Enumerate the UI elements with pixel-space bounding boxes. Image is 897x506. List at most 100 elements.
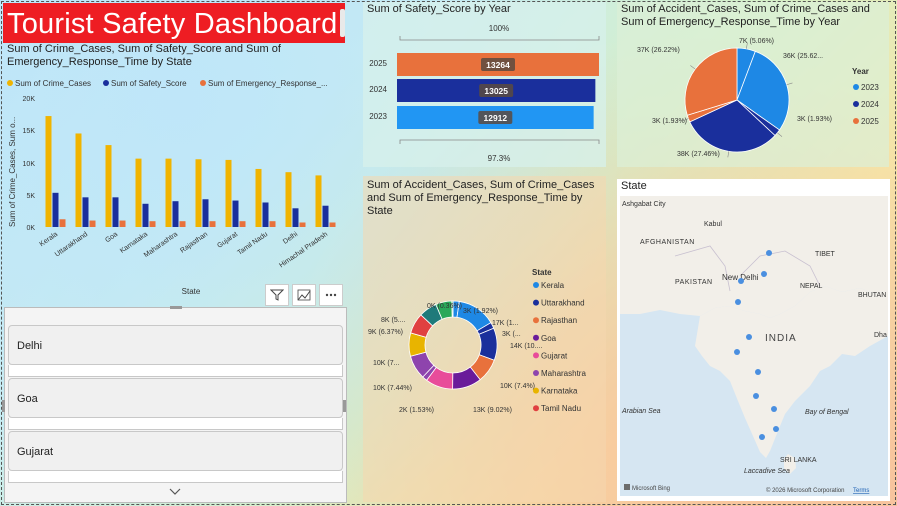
bar-chart-panel[interactable]: Sum of Crime_Cases, Sum of Safety_Score … <box>3 42 347 304</box>
pie-slice[interactable] <box>684 47 738 116</box>
map-point[interactable] <box>755 369 761 375</box>
bar-gujarat-series-1[interactable] <box>232 200 239 227</box>
bar-uttarakhand-series-1[interactable] <box>82 197 89 227</box>
safety-year-label: 2025 <box>369 59 387 68</box>
map-point[interactable] <box>734 349 740 355</box>
bar-maharashtra-series-2[interactable] <box>179 221 186 227</box>
pie-leader-line <box>682 118 689 122</box>
bar-goa-series-1[interactable] <box>112 197 119 227</box>
legend-emergency: Sum of Emergency_Response_... <box>208 79 328 88</box>
map-svg[interactable]: Ashgabat City Kabul AFGHANISTAN PAKISTAN… <box>620 196 888 496</box>
safety-top-label: 100% <box>489 24 509 33</box>
donut-slice[interactable] <box>451 300 454 318</box>
bar-rajasthan-series-2[interactable] <box>209 221 216 227</box>
donut-data-label: 14K (10.... <box>510 343 542 350</box>
more-options-icon[interactable] <box>319 284 343 306</box>
bar-himachal-pradesh-series-2[interactable] <box>329 222 336 227</box>
pie-legend-2023: 2023 <box>861 83 879 92</box>
map-label-nepal: NEPAL <box>800 283 823 290</box>
donut-data-label: 9K (6.37%) <box>368 329 403 336</box>
bar-maharashtra-series-0[interactable] <box>165 158 172 227</box>
map-bing-label: Microsoft Bing <box>632 486 670 492</box>
slicer-resize-handle-left[interactable] <box>2 400 5 412</box>
map-point[interactable] <box>773 426 779 432</box>
bar-chart-yticks: 20K 15K 10K 5K 0K <box>23 96 36 232</box>
bar-chart-xlabel: State <box>182 287 201 296</box>
focus-mode-icon[interactable] <box>292 284 316 306</box>
safety-chart-svg[interactable]: 100% 2025 13264 2024 13025 2023 12912 97.3% <box>363 16 606 167</box>
slicer-item-gujarat[interactable]: Gujarat <box>8 431 343 471</box>
map-point[interactable] <box>746 334 752 340</box>
bar-kerala-series-0[interactable] <box>45 116 52 227</box>
bar-himachal-pradesh-series-0[interactable] <box>315 175 322 227</box>
map-point[interactable] <box>766 250 772 256</box>
bar-tamil-nadu-series-1[interactable] <box>262 202 269 227</box>
bar-chart-marks[interactable] <box>45 116 336 227</box>
map-label-bhutan: BHUTAN <box>858 292 886 299</box>
bar-gujarat-series-2[interactable] <box>239 221 246 227</box>
bar-rajasthan-series-0[interactable] <box>195 159 202 227</box>
map-label-sri-lanka: SRI LANKA <box>780 457 817 464</box>
donut-legend-title: State <box>532 268 552 277</box>
accident-pie-svg[interactable]: 7K (5.06%) 36K (25.62... 3K (1.93%) 38K (27… <box>617 30 889 167</box>
donut-chart-marks[interactable] <box>408 300 498 390</box>
slicer-resize-handle[interactable] <box>170 306 182 309</box>
title-scrollbar[interactable] <box>340 9 345 37</box>
map-point[interactable] <box>771 406 777 412</box>
map-point[interactable] <box>738 278 744 284</box>
legend-dot-emergency <box>200 80 206 86</box>
bar-karnataka-series-0[interactable] <box>135 158 142 227</box>
map-points[interactable] <box>734 250 779 440</box>
safety-value-badge <box>479 84 514 97</box>
donut-chart-svg[interactable]: 3K (1.92%) 17K (1... 3K (... 14K (10.... 10K… <box>363 262 606 422</box>
map-point[interactable] <box>761 271 767 277</box>
legend-safety: Sum of Safety_Score <box>111 79 187 88</box>
bar-delhi-series-0[interactable] <box>285 172 292 227</box>
safety-value-badge <box>478 111 513 124</box>
state-slicer[interactable]: Delhi Goa Gujarat <box>2 306 347 503</box>
bar-gujarat-series-0[interactable] <box>225 159 232 227</box>
bar-uttarakhand-series-0[interactable] <box>75 133 82 227</box>
bar-rajasthan-series-1[interactable] <box>202 199 209 227</box>
accident-pie-marks[interactable] <box>684 47 790 153</box>
pie-leader-line <box>786 82 793 86</box>
slicer-item-goa[interactable]: Goa <box>8 378 343 418</box>
donut-chart-title: Sum of Accident_Cases, Sum of Crime_Case… <box>367 179 595 217</box>
bar-delhi-series-2[interactable] <box>299 222 306 227</box>
bar-himachal-pradesh-series-1[interactable] <box>322 205 329 227</box>
chevron-down-icon[interactable] <box>168 487 182 497</box>
map-border-line <box>674 245 731 292</box>
donut-legend-item: Goa <box>541 334 557 343</box>
dashboard-title-box: Tourist Safety Dashboard <box>3 3 345 43</box>
slicer-resize-handle-right[interactable] <box>343 400 346 412</box>
bar-goa-series-0[interactable] <box>105 145 112 227</box>
slicer-item-delhi[interactable]: Delhi <box>8 325 343 365</box>
map-point[interactable] <box>753 393 759 399</box>
pie-legend-dot-2023 <box>853 84 859 90</box>
map-terms-link[interactable]: Terms <box>853 488 869 494</box>
bar-delhi-series-1[interactable] <box>292 208 299 227</box>
pie-data-label: 3K (1.93%) <box>797 116 832 123</box>
donut-chart-legend: Kerala Uttarakhand Rajasthan Goa Gujarat Maha… <box>533 281 588 422</box>
map-point[interactable] <box>735 299 741 305</box>
bar-kerala-series-1[interactable] <box>52 192 59 227</box>
bar-maharashtra-series-1[interactable] <box>172 201 179 227</box>
pie-slice[interactable] <box>689 99 776 153</box>
ytick-5k: 5K <box>26 193 35 200</box>
bar-karnataka-series-2[interactable] <box>149 221 156 227</box>
bar-tamil-nadu-series-0[interactable] <box>255 168 262 227</box>
bar-karnataka-series-1[interactable] <box>142 203 149 227</box>
map-panel[interactable]: State Ashgabat City Kabul AFGHANISTAN PA… <box>617 179 890 501</box>
legend-dot-crime <box>7 80 13 86</box>
bar-chart-svg[interactable]: Sum of Crime_Cases Sum of Safety_Score S… <box>3 72 347 304</box>
bar-tamil-nadu-series-2[interactable] <box>269 221 276 227</box>
map-label-new-delhi: New Delhi <box>722 273 759 282</box>
safety-chart-marks[interactable]: 2025 13264 2024 13025 2023 12912 <box>369 53 599 129</box>
pie-leader-line <box>746 42 748 49</box>
bar-goa-series-2[interactable] <box>119 220 126 227</box>
filter-icon[interactable] <box>265 284 289 306</box>
bar-uttarakhand-series-2[interactable] <box>89 220 96 227</box>
bar-kerala-series-2[interactable] <box>59 219 66 227</box>
map-point[interactable] <box>759 434 765 440</box>
